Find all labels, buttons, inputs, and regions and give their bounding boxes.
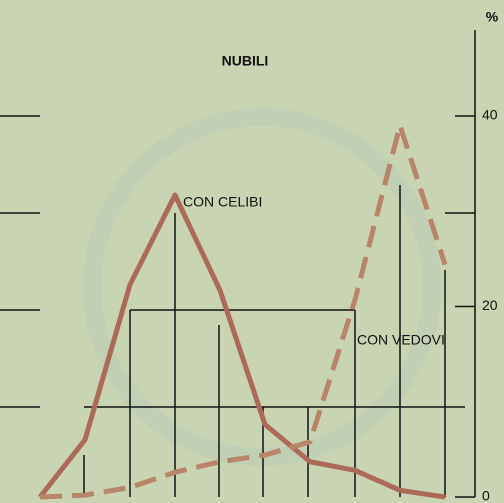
series-label: CON CELIBI [183,194,262,210]
series-label: CON VEDOVI [357,332,445,348]
series-line [39,123,448,500]
series-line [38,192,446,500]
y-tick-label: 20 [482,297,498,313]
y-tick-label: 0 [482,488,490,503]
y-tick-label: 40 [482,107,498,123]
y-axis-label: % [486,9,499,25]
chart-title: NUBILI [222,53,269,69]
